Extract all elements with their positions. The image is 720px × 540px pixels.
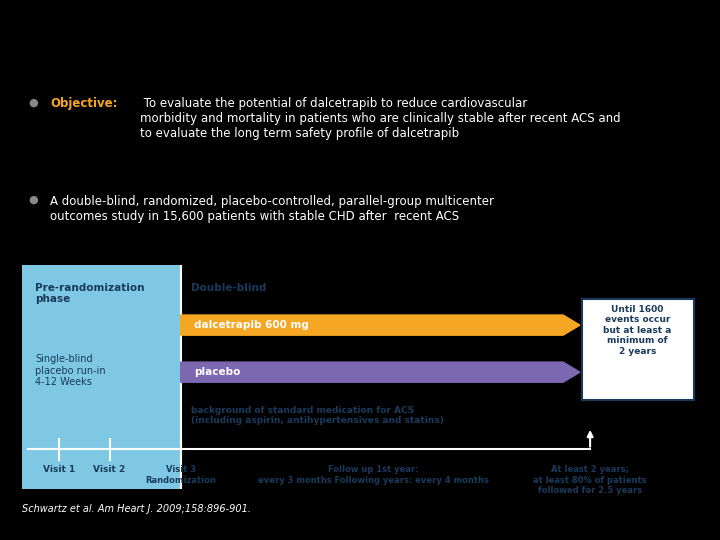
FancyBboxPatch shape bbox=[582, 299, 693, 400]
Text: dalcetrapib 600 mg: dalcetrapib 600 mg bbox=[194, 320, 309, 330]
Text: ●: ● bbox=[29, 97, 39, 107]
Text: Pre-randomization
phase: Pre-randomization phase bbox=[35, 282, 145, 304]
FancyArrow shape bbox=[181, 315, 580, 335]
Text: dal: dal bbox=[307, 21, 360, 50]
Text: Double-blind: Double-blind bbox=[191, 282, 266, 293]
Text: To evaluate the potential of dalcetrapib to reduce cardiovascular
morbidity and : To evaluate the potential of dalcetrapib… bbox=[140, 97, 621, 140]
Text: -OUTCOMES Study design: -OUTCOMES Study design bbox=[360, 21, 720, 50]
Text: Visit 1: Visit 1 bbox=[42, 465, 75, 474]
Text: background of standard medication for ACS
(including aspirin, antihypertensives : background of standard medication for AC… bbox=[191, 406, 444, 425]
Text: Schwartz et al. Am Heart J. 2009;158:896-901.: Schwartz et al. Am Heart J. 2009;158:896… bbox=[22, 504, 251, 514]
Text: Until 1600
events occur
but at least a
minimum of
2 years: Until 1600 events occur but at least a m… bbox=[603, 305, 672, 355]
Text: Visit 3
Randomization: Visit 3 Randomization bbox=[145, 465, 216, 484]
Text: placebo: placebo bbox=[194, 367, 240, 377]
FancyBboxPatch shape bbox=[22, 265, 181, 489]
FancyArrow shape bbox=[181, 362, 580, 382]
Text: ●: ● bbox=[29, 194, 39, 205]
Text: Follow up 1st year:
every 3 months Following years: every 4 months: Follow up 1st year: every 3 months Follo… bbox=[258, 465, 489, 484]
Text: At least 2 years;
at least 80% of patients
followed for 2.5 years: At least 2 years; at least 80% of patien… bbox=[534, 465, 647, 495]
Text: Visit 2: Visit 2 bbox=[94, 465, 126, 474]
Text: Objective:: Objective: bbox=[50, 97, 118, 110]
Text: Single-blind
placebo run-in
4-12 Weeks: Single-blind placebo run-in 4-12 Weeks bbox=[35, 354, 106, 387]
Text: A double-blind, randomized, placebo-controlled, parallel-group multicenter
outco: A double-blind, randomized, placebo-cont… bbox=[50, 194, 495, 222]
